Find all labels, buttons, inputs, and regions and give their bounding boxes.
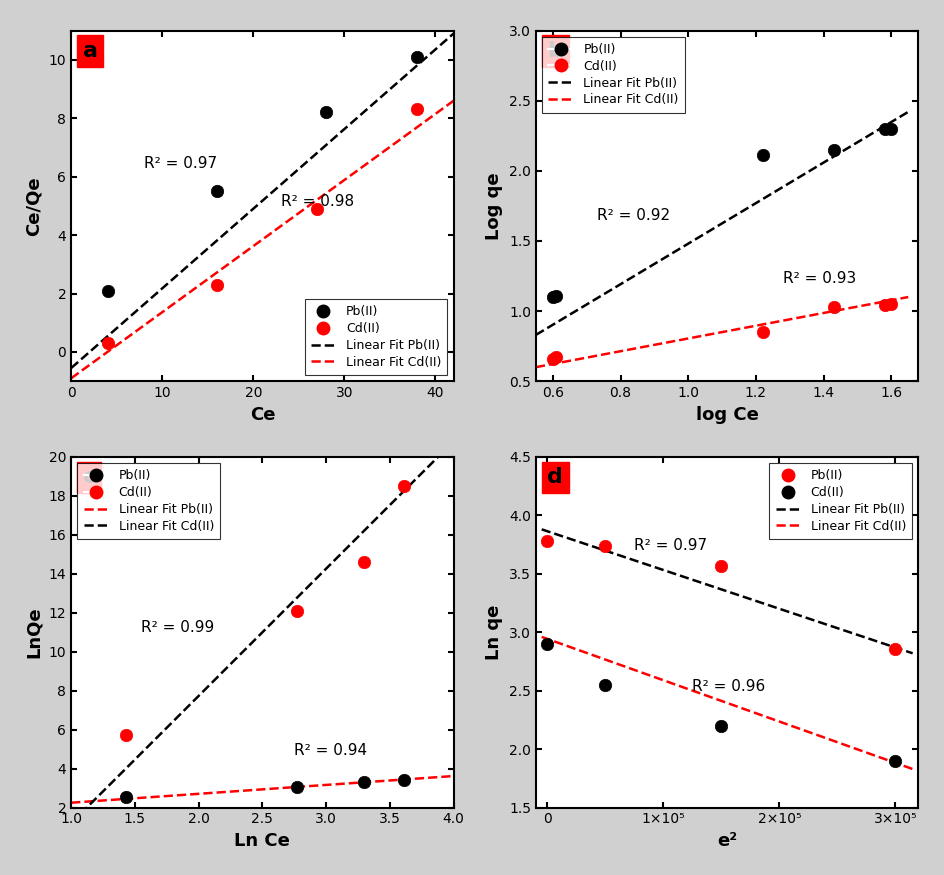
X-axis label: Ce: Ce — [249, 406, 275, 423]
Point — [598, 539, 613, 553]
Text: a: a — [82, 41, 97, 61]
Point — [754, 326, 769, 340]
Point — [754, 149, 769, 163]
Point — [100, 336, 115, 350]
Text: R² = 0.92: R² = 0.92 — [597, 208, 669, 223]
Point — [210, 185, 225, 199]
Point — [886, 754, 902, 768]
Point — [548, 350, 564, 364]
Point — [545, 290, 560, 304]
Point — [825, 300, 840, 314]
Y-axis label: Ln qe: Ln qe — [485, 605, 503, 660]
X-axis label: e²: e² — [716, 832, 736, 850]
Text: R² = 0.97: R² = 0.97 — [143, 156, 217, 171]
Point — [318, 105, 333, 119]
Text: d: d — [547, 467, 563, 487]
Point — [545, 352, 560, 366]
Point — [396, 773, 411, 787]
Legend: Pb(II), Cd(II), Linear Fit Pb(II), Linear Fit Cd(II): Pb(II), Cd(II), Linear Fit Pb(II), Linea… — [304, 299, 447, 375]
Point — [539, 534, 554, 548]
Point — [876, 298, 891, 312]
Y-axis label: Ce/Qe: Ce/Qe — [25, 176, 43, 235]
Point — [883, 122, 898, 136]
Point — [539, 637, 554, 651]
Legend: Pb(II), Cd(II), Linear Fit Pb(II), Linear Fit Cd(II): Pb(II), Cd(II), Linear Fit Pb(II), Linea… — [768, 463, 911, 539]
Point — [210, 277, 225, 291]
Y-axis label: LnQe: LnQe — [25, 606, 43, 658]
Legend: Pb(II), Cd(II), Linear Fit Pb(II), Linear Fit Cd(II): Pb(II), Cd(II), Linear Fit Pb(II), Linea… — [542, 37, 684, 113]
Point — [410, 50, 425, 64]
Point — [357, 555, 372, 569]
Point — [825, 143, 840, 157]
Text: R² = 0.93: R² = 0.93 — [783, 271, 855, 286]
Point — [883, 297, 898, 311]
Point — [289, 780, 304, 794]
Point — [100, 284, 115, 298]
Point — [118, 790, 133, 804]
Point — [548, 289, 564, 303]
Point — [357, 775, 372, 789]
Text: R² = 0.96: R² = 0.96 — [692, 679, 765, 694]
Text: R² = 0.97: R² = 0.97 — [633, 538, 707, 553]
Point — [886, 641, 902, 655]
X-axis label: log Ce: log Ce — [695, 406, 758, 423]
Point — [410, 102, 425, 116]
Point — [310, 202, 325, 216]
Point — [396, 480, 411, 494]
Point — [713, 558, 728, 572]
Legend: Pb(II), Cd(II), Linear Fit Pb(II), Linear Fit Cd(II): Pb(II), Cd(II), Linear Fit Pb(II), Linea… — [77, 463, 220, 539]
Text: R² = 0.94: R² = 0.94 — [294, 743, 367, 758]
X-axis label: Ln Ce: Ln Ce — [234, 832, 290, 850]
Text: b: b — [547, 41, 563, 61]
Point — [289, 604, 304, 618]
Text: c: c — [82, 467, 95, 487]
Point — [598, 678, 613, 692]
Text: R² = 0.98: R² = 0.98 — [280, 194, 353, 209]
Point — [118, 727, 133, 741]
Point — [713, 718, 728, 732]
Y-axis label: Log qe: Log qe — [485, 172, 503, 240]
Point — [876, 122, 891, 136]
Text: R² = 0.99: R² = 0.99 — [142, 620, 214, 635]
